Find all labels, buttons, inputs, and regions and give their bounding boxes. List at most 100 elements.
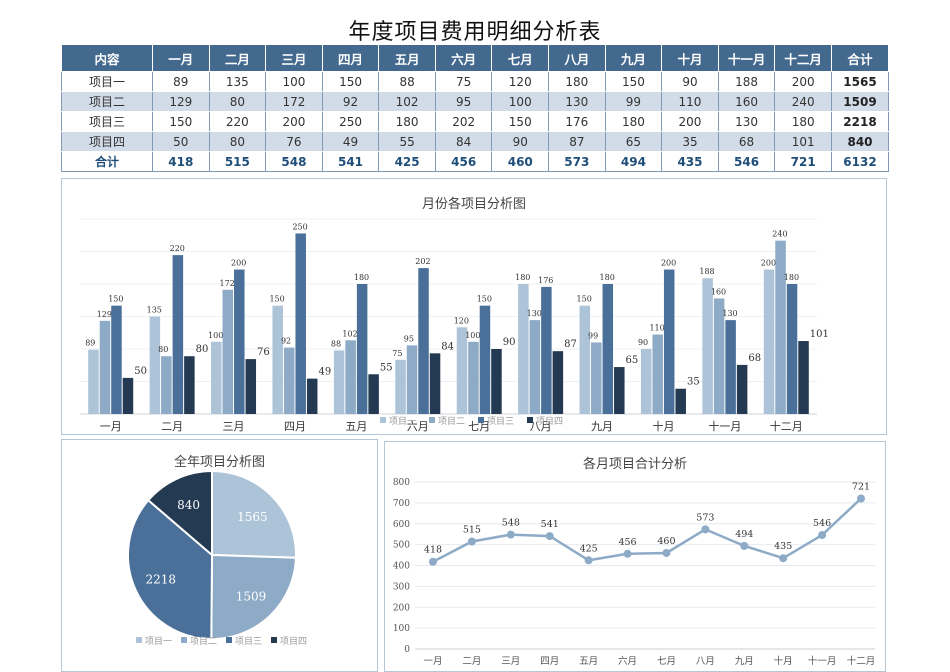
bar (395, 359, 406, 414)
point-label: 460 (657, 536, 675, 547)
table-cell: 100 (265, 71, 323, 92)
pie-chart: 1565 1509 2218 840 项目一 项目二 项目三 项目四 (127, 469, 307, 647)
bar-label: 100 (208, 331, 223, 340)
bar (122, 377, 134, 414)
bar-chart-title: 月份各项目分析图 (421, 197, 526, 212)
line-chart-panel: 各月项目合计分析 0 100 200 300 400 500 600 700 800 418 一月 5… (384, 441, 886, 672)
legend-swatch (380, 417, 386, 423)
legend-swatch (271, 637, 277, 643)
bar (99, 320, 111, 414)
table-row: 项目三 150 220 200 250 180 202 150 176 180 200 130 180 2… (61, 111, 889, 132)
x-tick-label: 七月 (468, 420, 490, 433)
bar (272, 305, 283, 414)
table-cell: 150 (321, 71, 380, 92)
point-label: 435 (774, 541, 792, 552)
pie-slice (210, 553, 297, 640)
bar-label: 87 (564, 339, 577, 350)
table-cell: 80 (208, 91, 267, 112)
pie-chart-panel: 全年项目分析图 1565 1509 2218 840 项目一 项目二 项目三 项目四 (61, 439, 378, 672)
sum-cell: 456 (434, 151, 493, 172)
point-label: 721 (852, 481, 870, 492)
table-cell: 80 (208, 131, 267, 152)
y-tick-label: 700 (393, 499, 410, 509)
table-header-cell: 十月 (661, 44, 719, 72)
bar-label: 130 (527, 309, 542, 318)
x-tick-label: 三月 (223, 420, 245, 433)
bar-label: 200 (661, 259, 676, 268)
line-point (779, 554, 788, 563)
point-label: 418 (424, 545, 442, 556)
bar-label: 100 (465, 331, 480, 340)
sum-cell: 494 (604, 151, 663, 172)
bar (713, 298, 725, 414)
legend-label: 项目一 (389, 416, 416, 427)
line-point (623, 549, 632, 558)
table-cell: 84 (434, 131, 493, 152)
bar-label: 180 (515, 273, 530, 282)
table-cell: 102 (378, 91, 436, 112)
x-tick-label: 九月 (735, 655, 754, 667)
bar (798, 341, 809, 414)
table-cell: 130 (548, 91, 606, 112)
bar (306, 378, 318, 414)
bar (356, 284, 368, 414)
bar (456, 327, 468, 414)
bar (702, 278, 713, 414)
x-tick-label: 六月 (618, 655, 637, 667)
y-tick-label: 200 (393, 603, 410, 613)
legend-label: 项目一 (145, 636, 172, 647)
row-total: 1509 (831, 91, 889, 112)
table-cell: 101 (774, 131, 832, 152)
table-cell: 176 (548, 111, 606, 132)
table-header-cell: 二月 (208, 44, 267, 72)
table-cell: 180 (378, 111, 436, 132)
table-cell: 135 (208, 71, 267, 92)
bar-label: 180 (354, 273, 369, 282)
sum-cell: 435 (661, 151, 719, 172)
table-cell: 65 (604, 131, 663, 152)
row-total: 2218 (831, 111, 889, 132)
bar (491, 349, 502, 414)
legend-swatch (181, 637, 187, 643)
pie-slice (146, 469, 213, 558)
point-label: 541 (541, 519, 559, 530)
pie-chart-title: 全年项目分析图 (173, 455, 265, 470)
bar (775, 240, 786, 414)
x-tick-label: 十二月 (770, 419, 803, 433)
table-cell: 120 (491, 71, 550, 92)
table-cell: 129 (152, 91, 210, 112)
legend-label: 项目三 (235, 636, 262, 647)
bar-legend: 项目一 项目二 项目三 项目四 (380, 416, 563, 427)
bar (418, 268, 429, 414)
line-point (662, 548, 671, 557)
line-point (818, 531, 827, 540)
bar-label: 84 (441, 341, 454, 352)
pie-label: 1509 (236, 590, 267, 604)
table-cell: 90 (491, 131, 550, 152)
point-label: 573 (696, 512, 714, 523)
bar-label: 68 (748, 353, 761, 364)
sum-label: 合计 (61, 151, 153, 172)
legend-swatch (429, 417, 435, 423)
bar (345, 340, 356, 414)
line-point (467, 537, 476, 546)
bar-label: 110 (649, 324, 664, 333)
line-chart: 0 100 200 300 400 500 600 700 800 418 一月 515 二月 548 三月… (393, 478, 875, 667)
table-header-row: 内容 一月 二月 三月 四月 五月 六月 七月 八月 九月 十月 十一月 十二月 合计 (61, 44, 889, 72)
bar (763, 269, 775, 414)
x-tick-label: 四月 (284, 420, 306, 433)
table-cell: 180 (774, 111, 832, 132)
pie-slice (127, 498, 214, 641)
bar-label: 101 (810, 329, 829, 340)
x-tick-label: 十月 (652, 419, 674, 433)
table-cell: 180 (548, 71, 606, 92)
point-label: 494 (735, 529, 753, 540)
line-series (432, 497, 862, 563)
expense-table: 内容 一月 二月 三月 四月 五月 六月 七月 八月 九月 十月 十一月 十二月 合计 项目一 89 135 1… (61, 44, 889, 172)
bar (479, 305, 491, 414)
bar (222, 289, 234, 414)
bar-label: 130 (722, 309, 737, 318)
line-point (584, 556, 593, 565)
table-cell: 200 (661, 111, 719, 132)
table-header-cell: 内容 (61, 44, 153, 72)
